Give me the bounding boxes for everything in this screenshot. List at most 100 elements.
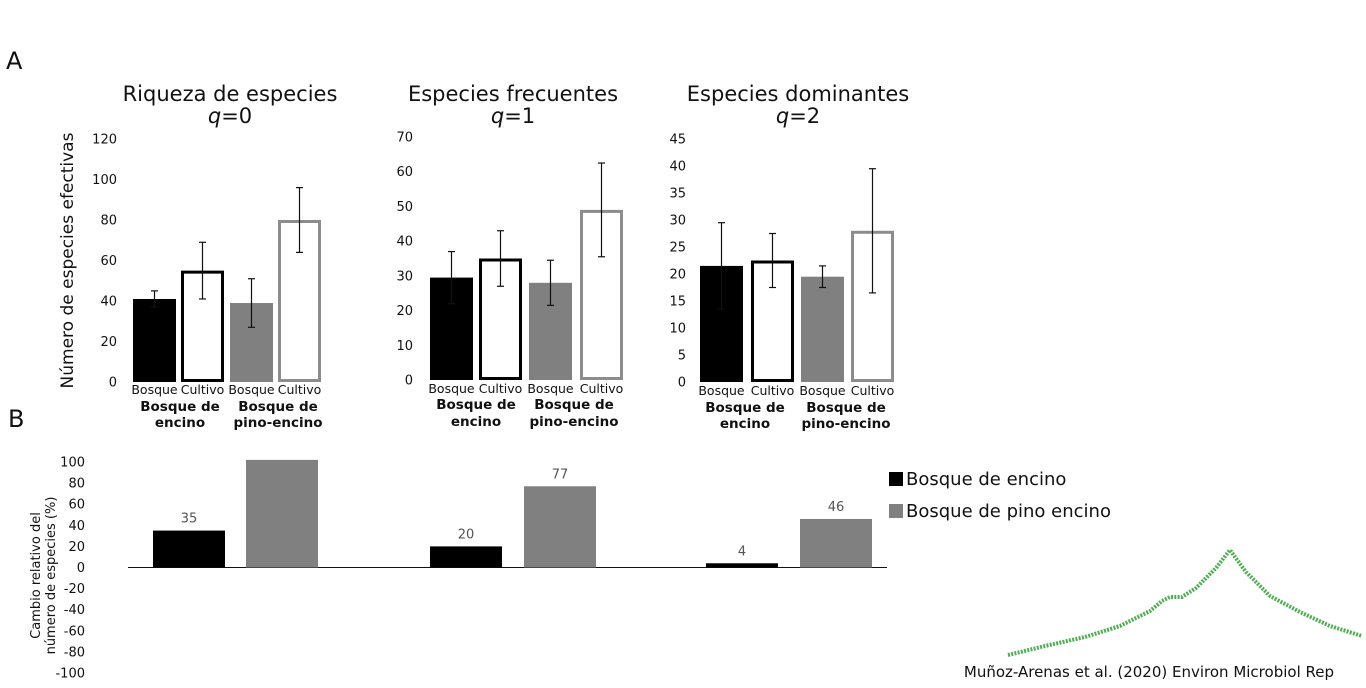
bar	[430, 546, 502, 568]
chart-subtitle: q=1	[491, 104, 535, 128]
y-tick-label: 50	[396, 200, 413, 215]
y-tick-label: 0	[678, 376, 686, 391]
error-bar	[769, 232, 776, 289]
category-label: Cultivo	[181, 382, 225, 397]
y-tick-label: 100	[60, 456, 85, 471]
data-label: 4	[738, 544, 746, 559]
bar	[706, 563, 778, 568]
y-tick-label: 10	[669, 322, 686, 337]
citation-text: Muñoz-Arenas et al. (2020) Environ Micro…	[964, 663, 1334, 681]
category-label: Bosque	[131, 382, 178, 397]
mountain-illustration	[1007, 548, 1363, 657]
group-label-line1: Bosque de	[436, 397, 516, 413]
bar	[800, 518, 872, 568]
group-label-line1: Bosque de	[238, 399, 318, 415]
y-tick-label: 40	[68, 519, 85, 534]
legend-label: Bosque de pino encino	[906, 501, 1111, 522]
error-bar	[598, 162, 605, 258]
y-tick-label: 60	[396, 165, 413, 180]
error-bar	[869, 168, 876, 294]
y-tick-label: 0	[405, 374, 413, 389]
category-label: Cultivo	[751, 383, 795, 398]
group-label-line2: pino-encino	[529, 414, 618, 430]
y-tick-label: 100	[92, 173, 117, 188]
legend-swatch	[889, 472, 903, 486]
error-bar	[547, 259, 554, 306]
y-tick-label: -100	[55, 667, 85, 682]
error-bar	[199, 241, 206, 300]
panel-label-b: B	[8, 405, 24, 433]
y-tick-label: -20	[64, 582, 85, 597]
y-tick-label: 40	[669, 160, 686, 175]
group-label-line2: encino	[451, 414, 501, 430]
chart-title: Especies frecuentes	[408, 82, 618, 106]
legend: Bosque de encino Bosque de pino encino	[889, 469, 1111, 522]
group-label-line1: Bosque de	[806, 400, 886, 416]
panel-b-chart: 100 80 60 40 20 0 -20 -40 -60 -80 -100 Cambio relat…	[29, 456, 1111, 682]
chart-subtitle: q=0	[208, 104, 252, 128]
y-tick-label: 20	[68, 540, 85, 555]
y-tick-label: 20	[100, 335, 117, 350]
y-tick-label: 40	[100, 295, 117, 310]
y-tick-label: 80	[68, 477, 85, 492]
error-bar	[718, 222, 725, 310]
group-label-line2: pino-encino	[233, 415, 322, 431]
group-label-line1: Bosque de	[140, 399, 220, 415]
bar	[246, 459, 318, 568]
y-tick-label: -80	[64, 645, 85, 660]
category-label: Cultivo	[278, 382, 322, 397]
y-tick-label: 10	[396, 339, 413, 354]
y-tick-label: 35	[669, 187, 686, 202]
group-label-line2: encino	[720, 416, 770, 432]
error-bar	[248, 278, 255, 328]
y-tick-label: 5	[678, 349, 686, 364]
bar	[153, 530, 225, 568]
group-label-line1: Bosque de	[705, 400, 785, 416]
y-tick-label: 70	[396, 131, 413, 146]
legend-label: Bosque de encino	[906, 469, 1066, 490]
error-bar	[151, 290, 158, 308]
mountain-silhouette	[1007, 548, 1363, 657]
category-label: Bosque	[428, 381, 475, 396]
bar	[524, 486, 596, 568]
y-tick-label: 45	[669, 133, 686, 148]
group-label-line2: encino	[155, 415, 205, 431]
group-label-line2: pino-encino	[801, 416, 890, 432]
panel-a-charts: Riqueza de especiesq=0020406080100120Núm…	[58, 82, 909, 432]
y-tick-label: 25	[669, 241, 686, 256]
chart-title: Especies dominantes	[687, 82, 909, 106]
y-tick-label: 20	[396, 304, 413, 319]
bar	[801, 276, 844, 382]
y-tick-label: 30	[396, 269, 413, 284]
category-label: Bosque	[527, 381, 574, 396]
category-label: Cultivo	[851, 383, 895, 398]
y-tick-label: 15	[669, 295, 686, 310]
y-tick-label: -40	[64, 603, 85, 618]
y-tick-label: -60	[64, 624, 85, 639]
panel-label-a: A	[6, 47, 23, 75]
error-bar	[448, 250, 455, 305]
group-label-line1: Bosque de	[534, 397, 614, 413]
bar	[133, 298, 176, 382]
y-axis-label: Cambio relativo delnúmero de especies (%…	[29, 497, 59, 655]
data-label: 35	[181, 512, 198, 527]
error-bar	[296, 187, 303, 253]
y-tick-label: 0	[109, 376, 117, 391]
y-tick-label: 0	[77, 561, 85, 576]
chart-subtitle: q=2	[776, 104, 820, 128]
data-label: 20	[458, 527, 475, 542]
y-axis-label: Número de especies efectivas	[58, 132, 78, 388]
y-tick-label: 20	[669, 268, 686, 283]
y-tick-label: 60	[100, 254, 117, 269]
y-tick-label: 60	[68, 498, 85, 513]
error-bar	[497, 230, 504, 287]
y-tick-label: 120	[92, 133, 117, 148]
category-label: Cultivo	[580, 381, 624, 396]
y-tick-label: 80	[100, 214, 117, 229]
category-label: Bosque	[799, 383, 846, 398]
category-label: Bosque	[698, 383, 745, 398]
chart-title: Riqueza de especies	[123, 82, 338, 106]
